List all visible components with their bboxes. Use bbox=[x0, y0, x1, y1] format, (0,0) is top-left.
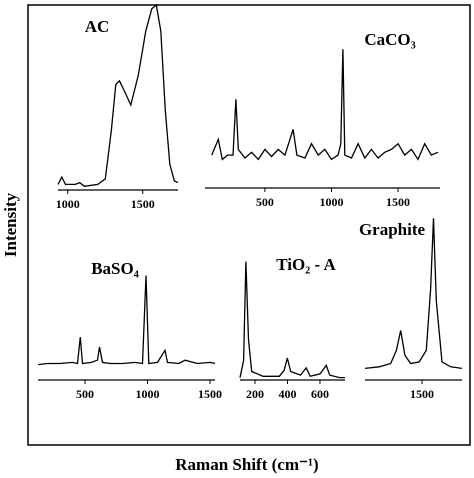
y-axis-label: Intensity bbox=[1, 192, 20, 257]
x-tick-label: 1000 bbox=[56, 197, 80, 211]
x-tick-label: 1000 bbox=[319, 195, 343, 209]
panel-title: CaCO₃ bbox=[364, 30, 415, 49]
panel-title: TiO₂ - A bbox=[276, 255, 336, 274]
x-tick-label: 400 bbox=[278, 387, 296, 401]
x-tick-label: 1000 bbox=[136, 387, 160, 401]
panel-title: AC bbox=[85, 17, 110, 36]
x-tick-label: 1500 bbox=[198, 387, 222, 401]
x-tick-label: 1500 bbox=[131, 197, 155, 211]
spectrum-line bbox=[239, 261, 345, 379]
spectrum-line bbox=[37, 275, 216, 366]
x-tick-label: 600 bbox=[311, 387, 329, 401]
x-tick-label: 1500 bbox=[410, 387, 434, 401]
panel-title: Graphite bbox=[359, 220, 426, 239]
spectrum-line bbox=[211, 49, 439, 161]
frame bbox=[27, 4, 471, 446]
x-tick-label: 200 bbox=[246, 387, 264, 401]
panel-title: BaSO₄ bbox=[91, 259, 139, 278]
x-tick-label: 500 bbox=[256, 195, 274, 209]
x-tick-label: 1500 bbox=[386, 195, 410, 209]
x-tick-label: 500 bbox=[76, 387, 94, 401]
spectrum-line bbox=[57, 3, 179, 187]
x-axis-label: Raman Shift (cm⁻¹) bbox=[175, 455, 318, 474]
spectrum-line bbox=[364, 218, 463, 370]
